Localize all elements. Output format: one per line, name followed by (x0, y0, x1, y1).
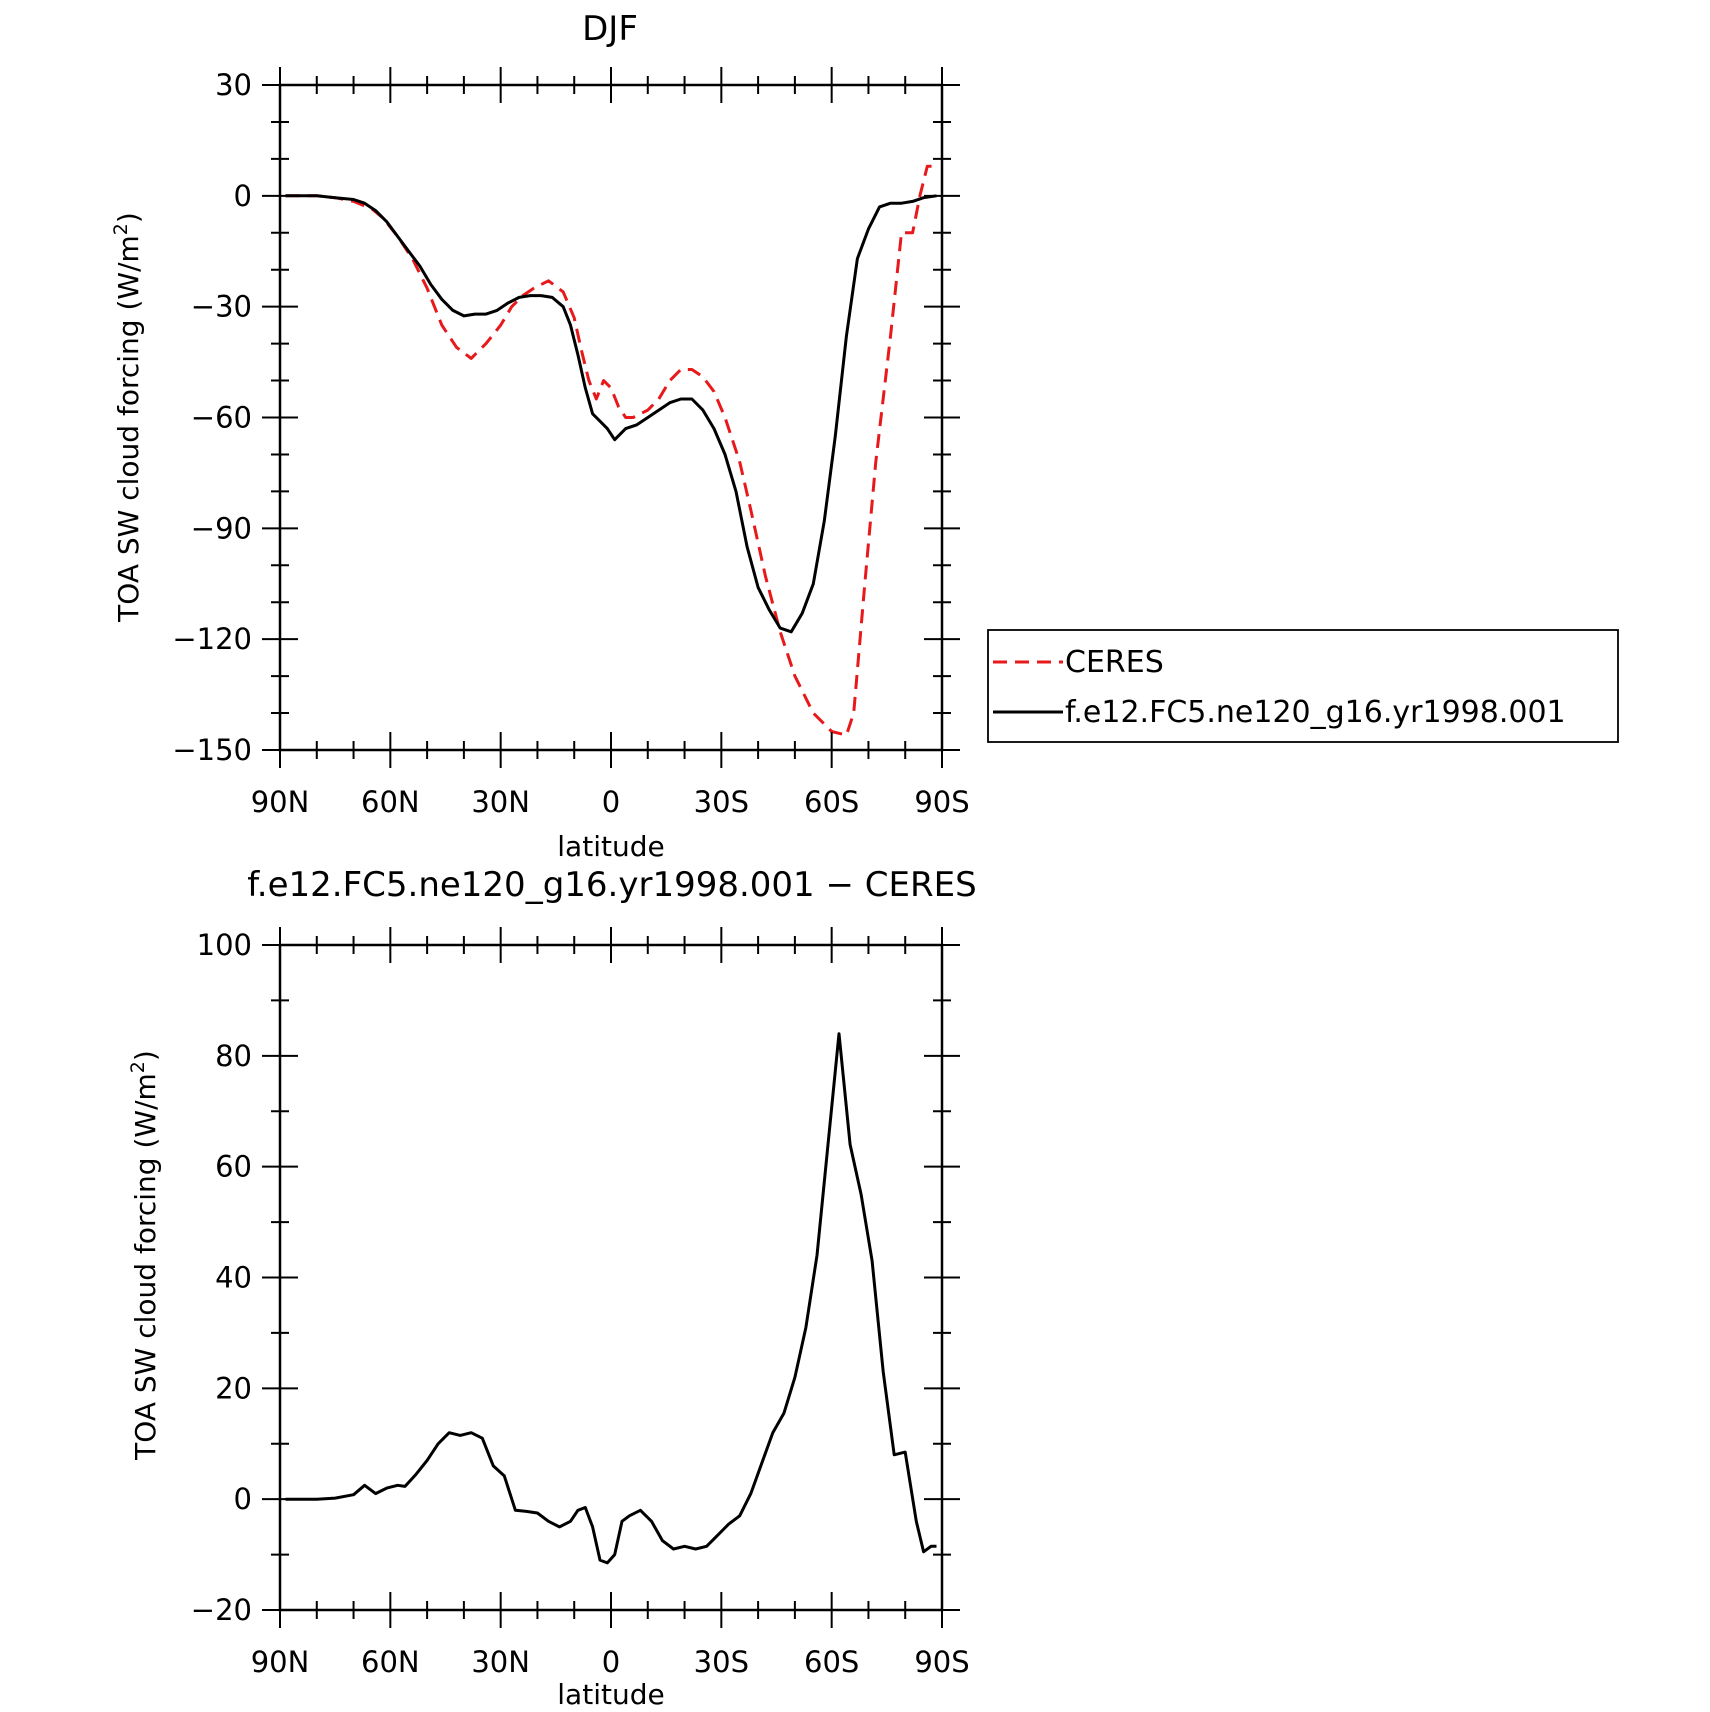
tick-marks (262, 927, 960, 1628)
y-tick-label: −60 (191, 401, 252, 435)
y-tick-label: −30 (191, 290, 252, 324)
x-tick-label: 60N (361, 785, 420, 819)
y-axis-label-superscript: 2 (110, 223, 132, 235)
x-tick-label: 60S (804, 1645, 859, 1679)
plot-title: f.e12.FC5.ne120_g16.yr1998.001 − CERES (247, 865, 976, 905)
plot-frame (278, 943, 944, 1612)
tick-marks (262, 67, 960, 768)
panel-djf: DJF 30 0 −30 −60 −90 −120 −150 90N 60N 30N 0 30S 60… (110, 9, 1619, 863)
y-axis-label: TOA SW cloud forcing (W/m2) (110, 212, 145, 623)
y-tick-labels: 100 80 60 40 20 0 −20 (191, 928, 252, 1627)
x-axis-label: latitude (557, 830, 664, 863)
series-layer (285, 1032, 937, 1565)
x-tick-labels: 90N 60N 30N 0 30S 60S 90S (251, 1645, 970, 1679)
legend-label-model: f.e12.FC5.ne120_g16.yr1998.001 (1065, 695, 1566, 730)
legend: CERES f.e12.FC5.ne120_g16.yr1998.001 (987, 629, 1619, 743)
x-tick-label: 30S (694, 1645, 749, 1679)
plot-title: DJF (582, 9, 638, 49)
x-tick-label: 90S (914, 1645, 969, 1679)
y-tick-labels: 30 0 −30 −60 −90 −120 −150 (172, 68, 252, 767)
y-tick-label: 0 (234, 1482, 252, 1516)
series-layer (285, 164, 937, 737)
y-axis-label-close: ) (129, 1050, 162, 1061)
series-line-f-e12-fc5-ne120-g16-yr1998-001 (285, 194, 937, 634)
legend-box (987, 629, 1619, 743)
y-tick-label: 60 (215, 1150, 252, 1184)
y-axis-label-close: ) (112, 212, 145, 223)
x-tick-label: 30S (694, 785, 749, 819)
y-tick-label: 0 (234, 179, 252, 213)
y-axis-label-main: TOA SW cloud forcing (W/m (129, 1073, 162, 1461)
y-tick-label: −150 (172, 733, 252, 767)
panel-difference: f.e12.FC5.ne120_g16.yr1998.001 − CERES 1… (127, 865, 977, 1711)
x-tick-label: 30N (471, 785, 530, 819)
x-tick-label: 60N (361, 1645, 420, 1679)
y-tick-label: 40 (215, 1261, 252, 1295)
x-axis-label: latitude (557, 1678, 664, 1711)
legend-label-ceres: CERES (1065, 645, 1164, 680)
y-tick-label: 100 (197, 928, 252, 962)
x-tick-label: 0 (602, 1645, 620, 1679)
y-tick-label: 20 (215, 1371, 252, 1405)
x-tick-label: 60S (804, 785, 859, 819)
y-axis-label-main: TOA SW cloud forcing (W/m (112, 235, 145, 623)
x-tick-labels: 90N 60N 30N 0 30S 60S 90S (251, 785, 970, 819)
y-axis-label-superscript: 2 (127, 1061, 149, 1073)
y-axis-label: TOA SW cloud forcing (W/m2) (127, 1050, 162, 1461)
series-line-0 (285, 1032, 937, 1565)
y-tick-label: −120 (172, 622, 252, 656)
series-line-ceres (285, 164, 937, 737)
x-tick-label: 30N (471, 1645, 530, 1679)
plot-frame (278, 83, 944, 752)
x-tick-label: 90N (251, 1645, 310, 1679)
y-tick-label: −20 (191, 1593, 252, 1627)
y-tick-label: −90 (191, 511, 252, 545)
x-tick-label: 90S (914, 785, 969, 819)
x-tick-label: 90N (251, 785, 310, 819)
x-tick-label: 0 (602, 785, 620, 819)
y-tick-label: 30 (215, 68, 252, 102)
y-tick-label: 80 (215, 1039, 252, 1073)
